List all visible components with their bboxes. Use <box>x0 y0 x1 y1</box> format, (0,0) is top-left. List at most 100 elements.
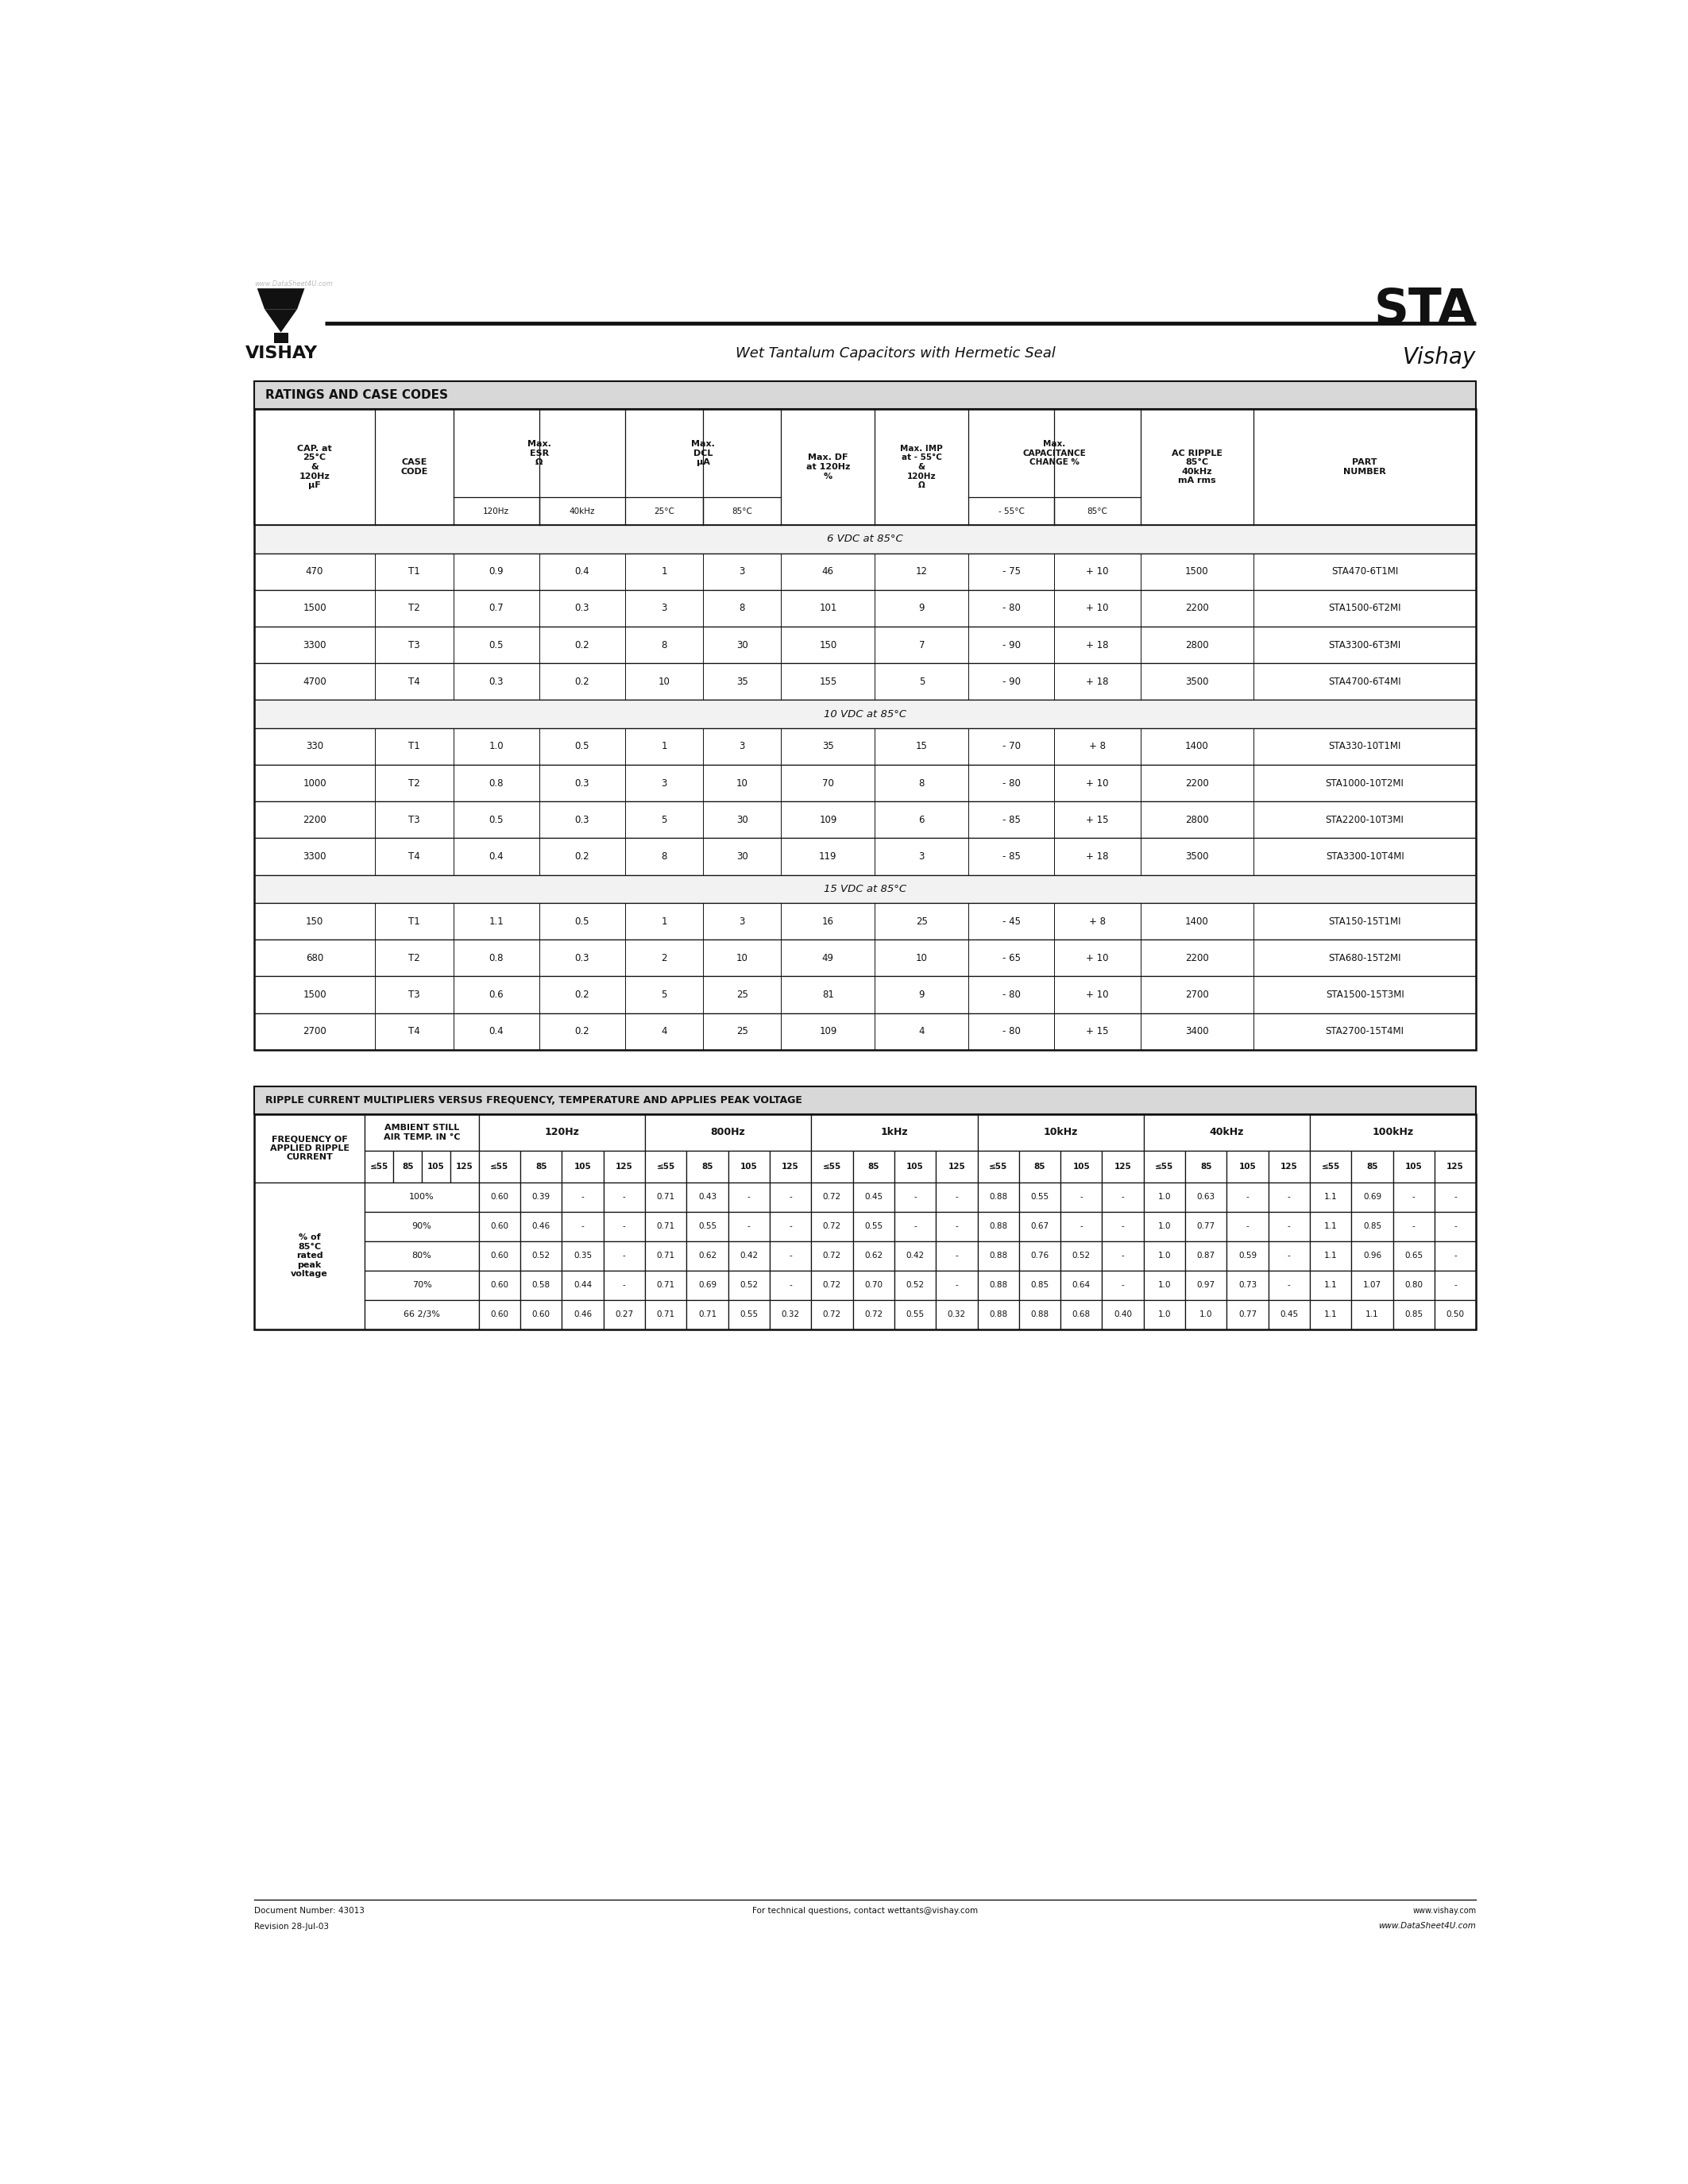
Bar <box>1102 1241 1144 1271</box>
Text: 0.85: 0.85 <box>1362 1223 1381 1230</box>
Text: 105: 105 <box>574 1162 591 1171</box>
Bar <box>1020 1299 1060 1330</box>
Text: 10: 10 <box>736 952 748 963</box>
Text: 0.63: 0.63 <box>1197 1192 1215 1201</box>
Bar <box>451 1151 479 1182</box>
Text: 10: 10 <box>736 778 748 788</box>
Bar <box>1435 1151 1475 1182</box>
Text: 0.62: 0.62 <box>864 1251 883 1260</box>
Text: 3: 3 <box>662 778 667 788</box>
Text: 1.1: 1.1 <box>1366 1310 1379 1319</box>
Text: -: - <box>623 1282 626 1289</box>
Bar <box>604 1299 645 1330</box>
Text: 0.71: 0.71 <box>657 1251 675 1260</box>
Text: www.DataSheet4U.com: www.DataSheet4U.com <box>1379 1922 1475 1931</box>
Text: -: - <box>1288 1192 1291 1201</box>
Bar <box>1060 1241 1102 1271</box>
Text: 10: 10 <box>658 677 670 686</box>
Text: STA4700-6T4MI: STA4700-6T4MI <box>1328 677 1401 686</box>
Bar <box>770 1271 812 1299</box>
Text: + 18: + 18 <box>1085 640 1109 651</box>
Text: 0.9: 0.9 <box>490 566 503 577</box>
Bar <box>1102 1299 1144 1330</box>
Text: 30: 30 <box>736 640 748 651</box>
Text: - 75: - 75 <box>1003 566 1021 577</box>
Text: 1.0: 1.0 <box>1158 1192 1171 1201</box>
Bar <box>562 1212 604 1241</box>
Bar <box>479 1241 520 1271</box>
Text: PART
NUMBER: PART NUMBER <box>1344 459 1386 476</box>
Text: 0.71: 0.71 <box>657 1192 675 1201</box>
Text: 105: 105 <box>1239 1162 1256 1171</box>
Bar <box>1102 1271 1144 1299</box>
Text: -: - <box>955 1223 959 1230</box>
Text: 0.5: 0.5 <box>490 815 503 826</box>
Text: - 45: - 45 <box>1003 915 1021 926</box>
Text: ≤55: ≤55 <box>490 1162 508 1171</box>
Text: 85: 85 <box>868 1162 879 1171</box>
Bar <box>562 1182 604 1212</box>
Text: 0.32: 0.32 <box>782 1310 800 1319</box>
Text: -: - <box>1413 1223 1415 1230</box>
Text: 0.62: 0.62 <box>699 1251 716 1260</box>
Text: T4: T4 <box>408 677 420 686</box>
Text: 8: 8 <box>739 603 744 614</box>
Bar <box>365 1182 479 1212</box>
Text: 3300: 3300 <box>302 852 326 863</box>
Text: 2700: 2700 <box>302 1026 326 1037</box>
Bar <box>604 1271 645 1299</box>
Bar <box>1185 1271 1227 1299</box>
Text: 0.64: 0.64 <box>1072 1282 1090 1289</box>
Text: 0.40: 0.40 <box>1114 1310 1133 1319</box>
Text: 105: 105 <box>906 1162 923 1171</box>
Bar <box>1060 1212 1102 1241</box>
Bar <box>562 1271 604 1299</box>
Text: T1: T1 <box>408 915 420 926</box>
Text: 40kHz: 40kHz <box>569 507 594 515</box>
Bar <box>1060 1151 1102 1182</box>
Text: T4: T4 <box>408 1026 420 1037</box>
Polygon shape <box>265 310 297 332</box>
Text: 125: 125 <box>1447 1162 1463 1171</box>
Bar <box>1020 1212 1060 1241</box>
Bar <box>687 1299 728 1330</box>
Text: 0.71: 0.71 <box>699 1310 716 1319</box>
Bar <box>520 1212 562 1241</box>
Bar <box>645 1151 687 1182</box>
Text: -: - <box>623 1223 626 1230</box>
Text: -: - <box>955 1251 959 1260</box>
Text: 1400: 1400 <box>1185 740 1209 751</box>
Bar <box>1393 1151 1435 1182</box>
Text: 0.85: 0.85 <box>1031 1282 1048 1289</box>
Bar <box>520 1182 562 1212</box>
Bar <box>812 1182 852 1212</box>
Bar <box>1435 1271 1475 1299</box>
Text: 0.88: 0.88 <box>1031 1310 1048 1319</box>
Text: 0.27: 0.27 <box>614 1310 633 1319</box>
Text: 0.70: 0.70 <box>864 1282 883 1289</box>
Text: 0.72: 0.72 <box>822 1282 841 1289</box>
Text: 0.52: 0.52 <box>1072 1251 1090 1260</box>
Text: -: - <box>1288 1223 1291 1230</box>
Text: 105: 105 <box>741 1162 758 1171</box>
Bar <box>604 1212 645 1241</box>
Bar <box>1435 1212 1475 1241</box>
Bar <box>852 1241 895 1271</box>
Text: 2: 2 <box>662 952 667 963</box>
Text: 2200: 2200 <box>1185 952 1209 963</box>
Bar <box>812 1212 852 1241</box>
Text: 0.71: 0.71 <box>657 1223 675 1230</box>
Text: -: - <box>955 1282 959 1289</box>
Text: 0.8: 0.8 <box>490 778 503 788</box>
Text: 1.0: 1.0 <box>1158 1310 1171 1319</box>
Bar <box>1352 1212 1393 1241</box>
Text: www.vishay.com: www.vishay.com <box>1413 1907 1475 1915</box>
Text: 2200: 2200 <box>1185 603 1209 614</box>
Text: 7: 7 <box>918 640 925 651</box>
Bar <box>255 939 1475 976</box>
Text: 105: 105 <box>1072 1162 1090 1171</box>
Bar <box>255 1114 1475 1330</box>
Bar <box>520 1241 562 1271</box>
Text: 1.0: 1.0 <box>1158 1223 1171 1230</box>
Text: -: - <box>581 1192 584 1201</box>
